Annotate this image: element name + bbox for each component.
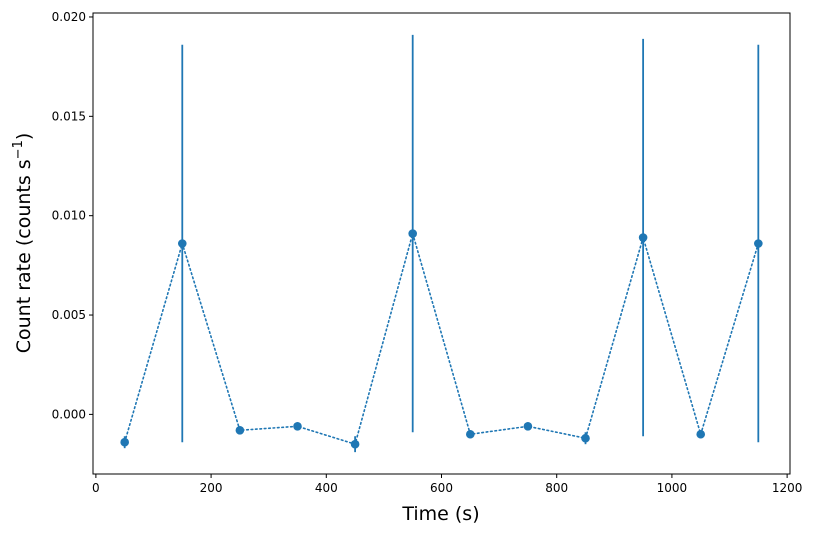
series-dotted-line <box>123 230 760 446</box>
data-point <box>581 433 590 443</box>
x-tick-label: 600 <box>430 481 453 495</box>
y-tick-label: 0.010 <box>52 209 86 223</box>
y-tick-label: 0.020 <box>52 10 86 24</box>
data-point <box>466 429 475 439</box>
x-tick-label: 1200 <box>772 481 803 495</box>
x-tick-label: 0 <box>92 481 100 495</box>
x-tick-label: 400 <box>315 481 338 495</box>
x-tick-label: 200 <box>200 481 223 495</box>
data-point <box>754 239 763 248</box>
data-point <box>293 422 302 431</box>
y-axis-ticks: 0.000 0.005 0.010 0.015 0.020 <box>52 10 93 421</box>
data-point <box>638 233 648 242</box>
data-point <box>120 437 129 447</box>
y-tick-label: 0.000 <box>52 407 86 421</box>
x-axis-label: Time (s) <box>401 503 479 525</box>
data-point <box>408 229 417 238</box>
data-point <box>696 429 706 439</box>
data-point <box>177 239 187 248</box>
y-tick-label: 0.005 <box>52 308 86 322</box>
y-axis-label: Count rate (counts s−1) <box>11 133 35 354</box>
x-axis-ticks: 0 200 400 600 800 1000 1200 <box>92 474 802 495</box>
data-point <box>523 422 533 431</box>
plot-marks <box>120 34 763 453</box>
x-tick-label: 1000 <box>657 481 688 495</box>
data-point <box>235 425 245 435</box>
x-tick-label: 800 <box>545 481 568 495</box>
data-point <box>350 439 360 449</box>
y-tick-label: 0.015 <box>52 109 86 123</box>
